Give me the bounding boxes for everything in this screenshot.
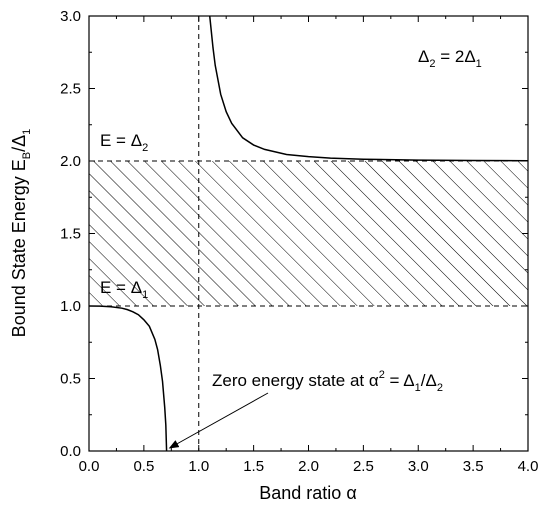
zero-energy-arrow (168, 392, 269, 449)
x-tick-label: 3.0 (408, 458, 429, 475)
y-tick-label: 3.0 (60, 8, 81, 25)
series-curve-1 (88, 305, 168, 452)
e-delta2-label: E = Δ2 (100, 131, 148, 154)
y-tick-label: 2.5 (60, 81, 81, 98)
x-tick-label: 0.5 (133, 458, 154, 475)
x-tick-label: 1.0 (188, 458, 209, 475)
x-tick-label: 4.0 (518, 458, 538, 475)
e-delta1-label: E = Δ1 (100, 278, 148, 301)
x-axis-label: Band ratio α (259, 483, 356, 503)
series-group (88, 15, 529, 452)
y-tick-label: 1.0 (60, 298, 81, 315)
x-tick-label: 3.5 (463, 458, 484, 475)
hatched-band (89, 161, 528, 306)
y-tick-label: 0.0 (60, 443, 81, 460)
x-tick-label: 1.5 (243, 458, 264, 475)
zero-energy-annotation: Zero energy state at α2 = Δ1/Δ2 (212, 369, 443, 394)
y-axis-label: Bound State Energy EB/Δ1 (9, 129, 33, 338)
x-tick-label: 2.0 (298, 458, 319, 475)
x-axis-ticks: 0.0 0.5 1.0 1.5 2.0 2.5 3.0 3.5 4.0 (79, 16, 538, 475)
delta-ratio-annotation: Δ2 = 2Δ1 (418, 47, 482, 70)
y-axis-ticks: 0.0 0.5 1.0 1.5 2.0 2.5 3.0 (60, 8, 528, 460)
x-tick-label: 0.0 (79, 458, 100, 475)
x-tick-label: 2.5 (353, 458, 374, 475)
y-tick-label: 1.5 (60, 226, 81, 243)
series-curve-2 (208, 15, 529, 162)
y-tick-label: 2.0 (60, 153, 81, 170)
y-tick-label: 0.5 (60, 371, 81, 388)
reference-lines (89, 16, 528, 451)
